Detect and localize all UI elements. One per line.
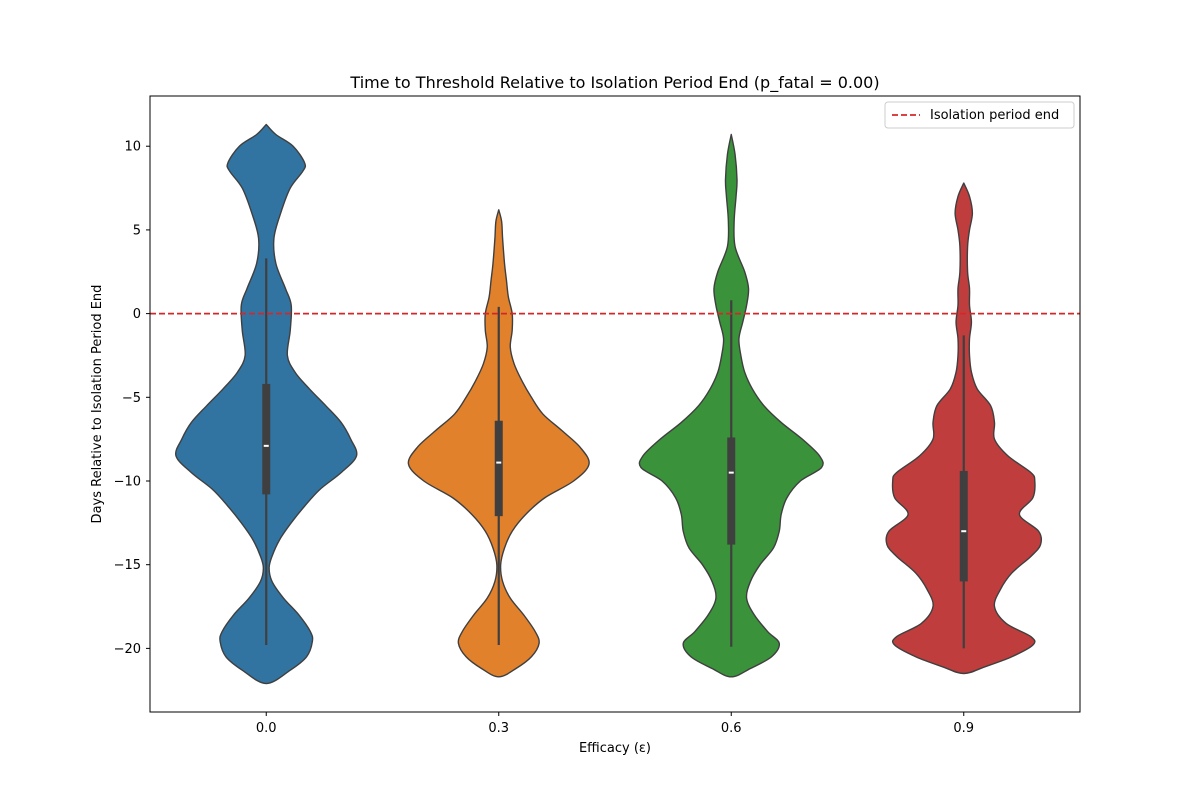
y-tick-label--20: −20 [114, 642, 141, 657]
legend: Isolation period end [884, 101, 1075, 129]
y-tick-label-10: 10 [124, 140, 141, 155]
y-tick-label--10: −10 [114, 475, 141, 490]
chart-title: Time to Threshold Relative to Isolation … [349, 73, 879, 93]
axes-frame [149, 95, 1081, 713]
y-axis-label: Days Relative to Isolation Period End [90, 285, 105, 524]
x-axis: 0.0 0.3 0.6 0.9 [256, 712, 974, 736]
y-tick-label--15: −15 [114, 558, 141, 573]
iqr-box-0.3 [494, 420, 503, 517]
x-tick-label-0.6: 0.6 [721, 721, 742, 736]
x-axis-label: Efficacy (ε) [579, 741, 651, 756]
legend-box [884, 101, 1075, 129]
y-tick-label--5: −5 [122, 391, 141, 406]
iqr-box-0.9 [959, 470, 968, 582]
violin-0.6 [638, 133, 824, 678]
y-tick-label-0: 0 [133, 307, 141, 322]
y-tick-label-5: 5 [133, 223, 141, 238]
x-tick-label-0.3: 0.3 [488, 721, 509, 736]
x-tick-label-0.0: 0.0 [256, 721, 277, 736]
iqr-box-0.6 [727, 437, 736, 545]
violin-0.3 [407, 209, 590, 678]
x-tick-label-0.9: 0.9 [953, 721, 974, 736]
iqr-box-0.0 [262, 383, 271, 495]
violin-0.0 [174, 123, 358, 685]
violin-0.9 [885, 182, 1043, 675]
legend-label-isolation-period-end: Isolation period end [930, 108, 1059, 123]
plot-area [150, 123, 1080, 685]
y-axis: 10 5 0 −5 −10 −15 −20 [114, 140, 150, 657]
